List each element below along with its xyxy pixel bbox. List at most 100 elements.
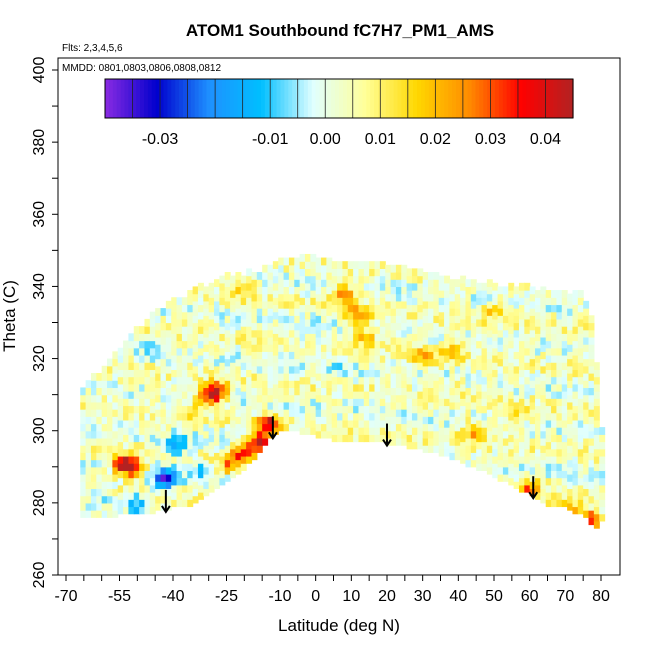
heatmap-cell: [524, 477, 531, 486]
heatmap-cell: [422, 300, 429, 309]
heatmap-cell: [599, 477, 606, 486]
heatmap-cell: [123, 477, 130, 486]
heatmap-cell: [256, 308, 263, 316]
heatmap-cell: [593, 520, 600, 529]
heatmap-cell: [588, 322, 595, 331]
heatmap-cell: [572, 470, 579, 479]
heatmap-cell: [417, 405, 424, 414]
heatmap-cell: [567, 423, 574, 432]
heatmap-cell: [165, 495, 172, 504]
heatmap-cell: [353, 398, 360, 407]
heatmap-cell: [369, 333, 376, 342]
heatmap-cell: [326, 387, 333, 396]
heatmap-cell: [502, 416, 509, 425]
heatmap-cell: [588, 481, 595, 490]
heatmap-cell: [508, 282, 515, 291]
heatmap-cell: [529, 308, 536, 316]
heatmap-cell: [481, 354, 488, 363]
heatmap-cell: [96, 510, 103, 518]
heatmap-cell: [155, 452, 162, 461]
heatmap-cell: [545, 318, 552, 327]
heatmap-cell: [577, 354, 584, 363]
heatmap-cell: [545, 383, 552, 392]
heatmap-cell: [551, 369, 558, 378]
heatmap-cell: [433, 416, 440, 425]
heatmap-cell: [90, 373, 97, 381]
colorbar-swatch: [487, 79, 492, 118]
heatmap-cell: [551, 419, 558, 428]
heatmap-cell: [112, 394, 119, 403]
heatmap-cell: [556, 427, 563, 435]
heatmap-cell: [411, 441, 418, 450]
heatmap-cell: [347, 275, 354, 284]
heatmap-cell: [90, 510, 97, 518]
heatmap-cell: [181, 441, 188, 450]
heatmap-cell: [80, 474, 87, 482]
heatmap-cell: [187, 362, 194, 370]
heatmap-cell: [518, 297, 525, 306]
heatmap-cell: [272, 326, 279, 334]
heatmap-cell: [556, 470, 563, 479]
heatmap-cell: [556, 333, 563, 342]
heatmap-cell: [486, 322, 493, 331]
heatmap-cell: [326, 315, 333, 324]
heatmap-cell: [337, 354, 344, 363]
heatmap-cell: [192, 437, 199, 446]
heatmap-cell: [406, 405, 413, 414]
heatmap-cell: [401, 286, 408, 295]
heatmap-cell: [572, 477, 579, 486]
heatmap-cell: [267, 315, 274, 324]
heatmap-cell: [481, 290, 488, 298]
colorbar-swatch: [444, 79, 449, 118]
heatmap-cells: [80, 253, 606, 529]
heatmap-cell: [379, 434, 386, 443]
heatmap-cell: [347, 333, 354, 342]
heatmap-cell: [171, 311, 178, 320]
heatmap-cell: [545, 455, 552, 464]
heatmap-cell: [246, 282, 253, 291]
heatmap-cell: [492, 470, 499, 479]
heatmap-cell: [529, 315, 536, 324]
heatmap-cell: [278, 286, 285, 295]
heatmap-cell: [246, 441, 253, 450]
heatmap-cell: [235, 445, 242, 453]
heatmap-cell: [411, 434, 418, 443]
heatmap-cell: [444, 398, 451, 407]
heatmap-cell: [171, 463, 178, 471]
heatmap-cell: [379, 412, 386, 421]
heatmap-cell: [428, 430, 434, 439]
heatmap-cell: [187, 412, 194, 421]
heatmap-cell: [588, 344, 595, 352]
heatmap-cell: [294, 344, 301, 352]
heatmap-cell: [139, 419, 146, 428]
colorbar-swatch: [225, 79, 231, 118]
colorbar-swatch: [140, 79, 145, 118]
heatmap-cell: [90, 452, 97, 461]
heatmap-cell: [144, 326, 151, 334]
heatmap-cell: [128, 477, 135, 486]
heatmap-cell: [224, 445, 231, 453]
heatmap-cell: [551, 455, 558, 464]
heatmap-cell: [299, 326, 306, 334]
heatmap-cell: [358, 398, 365, 407]
heatmap-cell: [508, 441, 515, 450]
heatmap-cell: [486, 336, 493, 345]
heatmap-cell: [465, 459, 472, 468]
heatmap-cell: [460, 311, 467, 320]
heatmap-cell: [160, 373, 167, 381]
heatmap-cell: [395, 387, 402, 396]
heatmap-cell: [588, 365, 595, 374]
heatmap-cell: [583, 351, 590, 360]
heatmap-cell: [283, 365, 290, 374]
heatmap-cell: [535, 477, 541, 486]
heatmap-cell: [567, 459, 574, 468]
heatmap-cell: [460, 383, 467, 392]
heatmap-cell: [230, 405, 237, 414]
heatmap-cell: [518, 391, 525, 399]
heatmap-cell: [502, 336, 509, 345]
heatmap-cell: [583, 308, 590, 316]
heatmap-cell: [283, 344, 290, 352]
heatmap-cell: [310, 275, 317, 284]
heatmap-cell: [572, 434, 579, 443]
heatmap-cell: [155, 315, 162, 324]
